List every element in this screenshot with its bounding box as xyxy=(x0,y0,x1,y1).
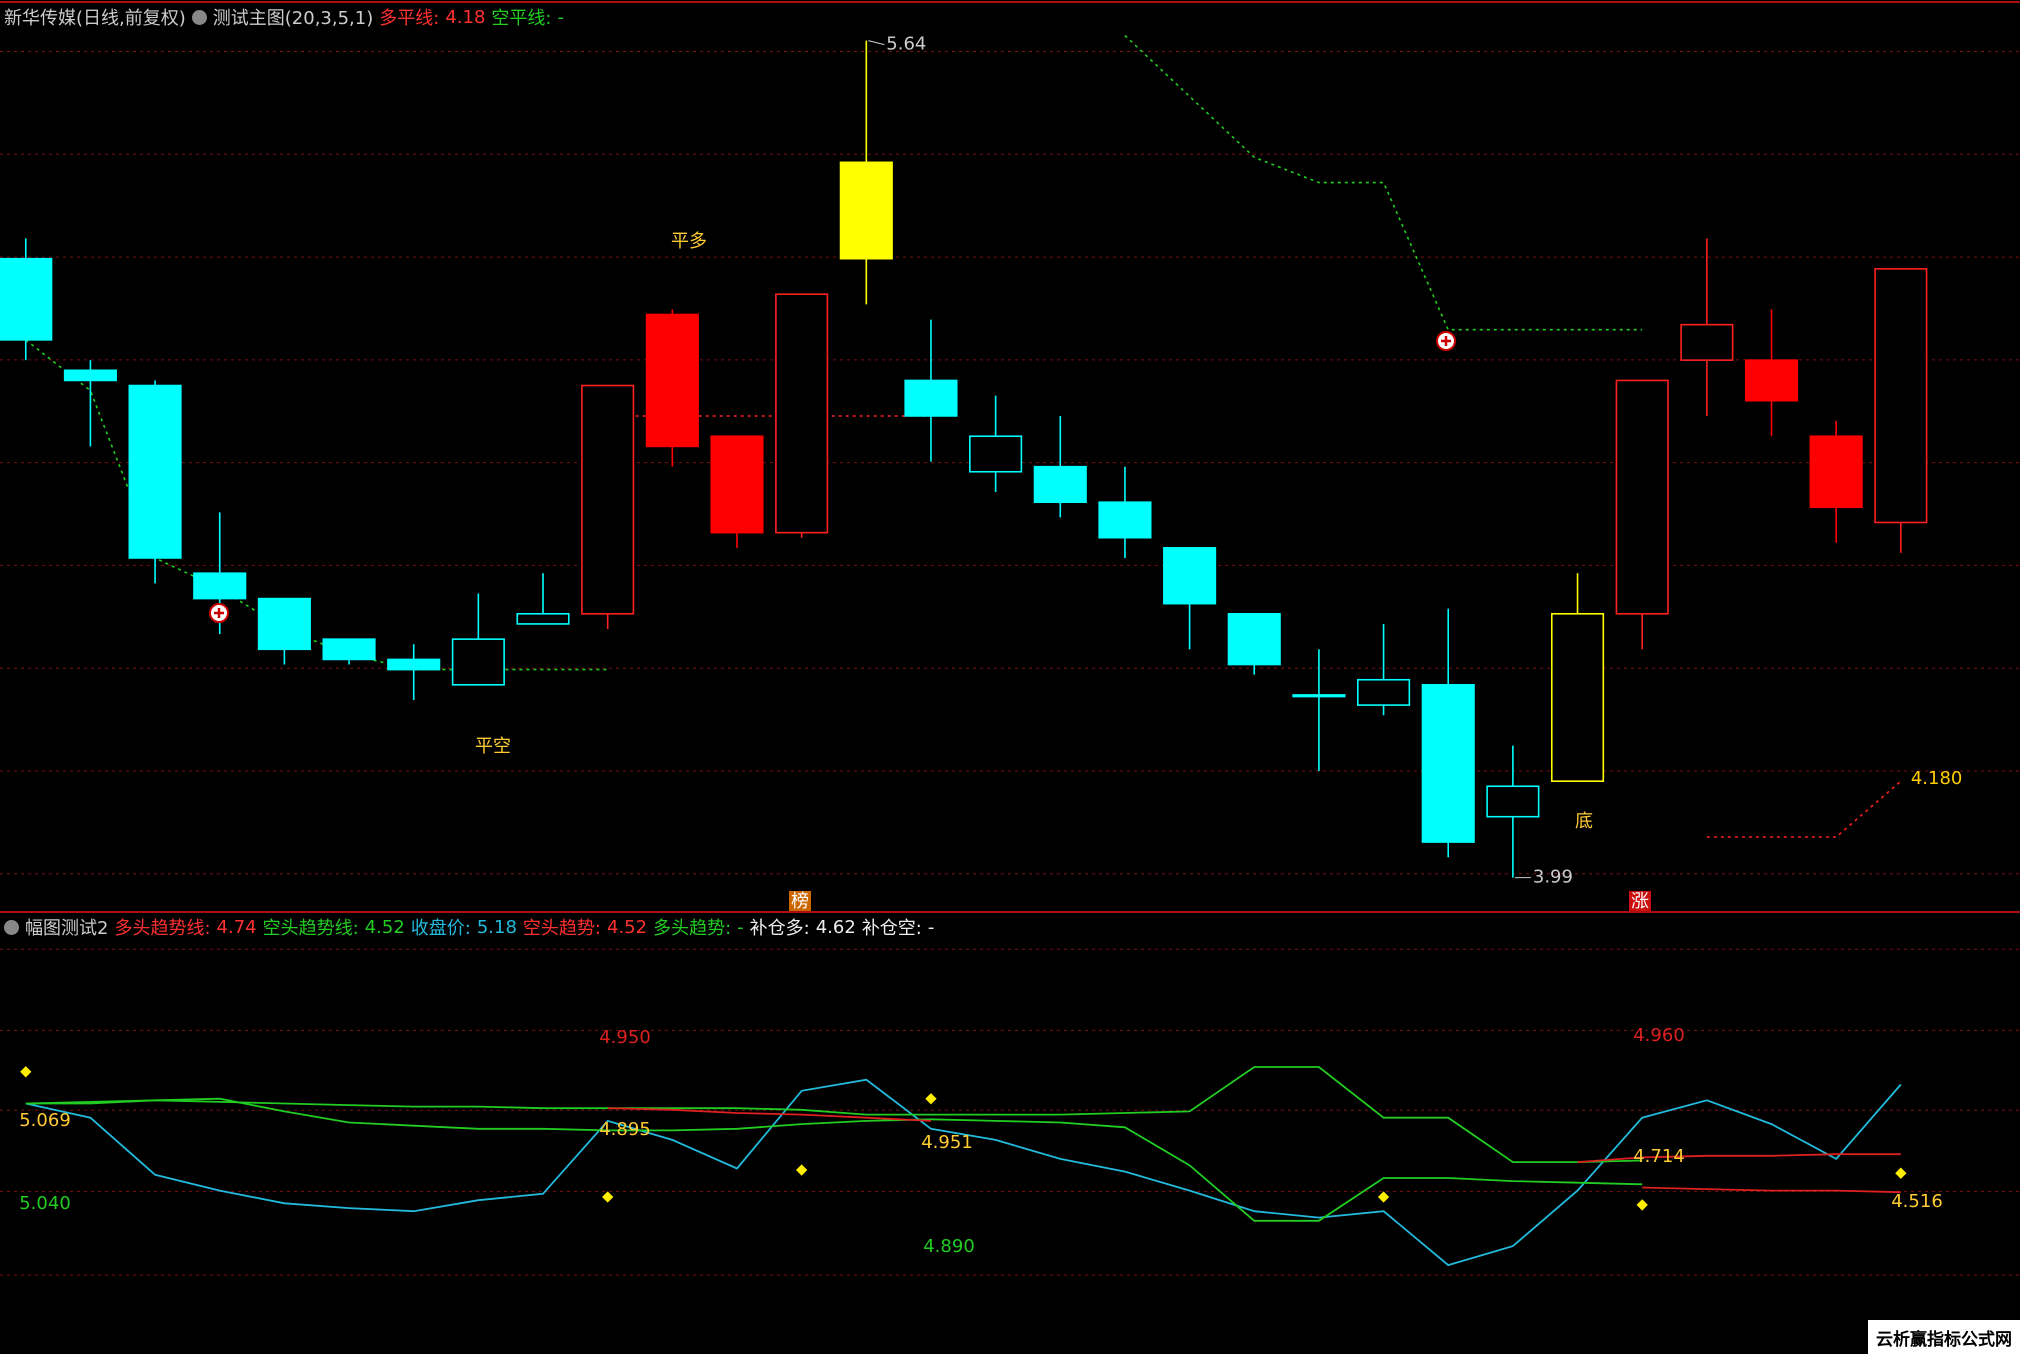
watermark: 云析赢指标公式网 xyxy=(1868,1320,2020,1354)
indicator-line xyxy=(25,1066,1643,1163)
dot xyxy=(1377,1191,1390,1203)
candle-body xyxy=(1874,268,1928,524)
main-header: 新华传媒(日线,前复权) 测试主图(20,3,5,1) 多平线: 4.18 空平… xyxy=(4,4,564,30)
annotation: 4.951 xyxy=(921,1132,973,1153)
legend-label: 空头趋势: xyxy=(522,918,601,939)
legend-label: 多头趋势: xyxy=(653,918,732,939)
signal: 榜 xyxy=(791,891,809,912)
dot xyxy=(1636,1199,1648,1211)
candle-body xyxy=(322,638,376,661)
legend-value: - xyxy=(927,916,935,938)
signal-badge xyxy=(1629,891,1651,911)
candle-body xyxy=(1615,379,1669,615)
candle-body xyxy=(63,369,117,382)
dot xyxy=(20,1066,32,1078)
sub-header: 幅图测试2 多头趋势线: 4.74 空头趋势线: 4.52 收盘价: 5.18 … xyxy=(4,914,934,940)
legend-label: 收盘价: xyxy=(410,918,471,939)
candle-body xyxy=(1098,501,1152,539)
indicator-name: 测试主图(20,3,5,1) xyxy=(212,8,374,29)
candle-body xyxy=(1486,785,1540,818)
legend-value: 4.52 xyxy=(607,916,648,938)
annotation: 4.950 xyxy=(599,1027,651,1048)
legend-value: - xyxy=(557,6,565,28)
candle-body xyxy=(1744,359,1799,402)
legend-value: 4.62 xyxy=(815,916,856,938)
indicator-line xyxy=(25,1078,1902,1267)
signal: 底 xyxy=(1575,811,1593,832)
candle-body xyxy=(387,658,441,671)
label-arrow xyxy=(868,40,885,46)
candle-body xyxy=(1421,684,1475,843)
annotation: 5.040 xyxy=(19,1193,71,1214)
annotation: 5.069 xyxy=(19,1110,71,1131)
dot xyxy=(795,1164,808,1176)
candle-body xyxy=(1033,465,1087,503)
low-label: 3.99 xyxy=(1533,867,1573,888)
candle-body xyxy=(839,161,893,260)
candle-body xyxy=(128,384,182,559)
annotation: 4.714 xyxy=(1633,1146,1685,1167)
candle-body xyxy=(1163,547,1217,605)
candle-body xyxy=(1227,612,1281,666)
candle-body xyxy=(1680,323,1734,361)
menu-icon[interactable] xyxy=(191,9,207,25)
candle-body xyxy=(1809,435,1863,509)
candle-body xyxy=(904,379,958,417)
candle-body xyxy=(193,572,247,600)
indicator-line xyxy=(25,1097,1643,1222)
legend-label: 空平线: xyxy=(491,8,552,29)
candle-body xyxy=(1357,678,1411,706)
annotation: 4.516 xyxy=(1891,1191,1943,1212)
candle-body xyxy=(645,313,699,448)
candle-body xyxy=(1292,694,1346,698)
buy-icon-cross xyxy=(214,608,224,618)
indicator-line xyxy=(1642,1186,1901,1194)
signal: 平空 xyxy=(475,736,511,757)
dot xyxy=(925,1093,937,1105)
buy-icon-cross xyxy=(1441,336,1451,346)
annotation: 4.895 xyxy=(599,1119,651,1140)
stock-title: 新华传媒(日线,前复权) xyxy=(4,8,186,29)
indicator-line xyxy=(607,1107,1901,1163)
legend-value: 4.74 xyxy=(216,916,257,938)
legend-label: 空头趋势线: xyxy=(262,918,359,939)
candle-body xyxy=(969,435,1023,473)
candle-body xyxy=(581,384,635,615)
annotation: 4.890 xyxy=(923,1236,975,1257)
candle-body xyxy=(710,435,764,534)
candle-body xyxy=(257,597,311,651)
candle-body xyxy=(0,257,53,341)
legend-label: 补仓多: xyxy=(749,918,810,939)
legend-value: 4.18 xyxy=(445,6,486,28)
legend-label: 多平线: xyxy=(379,8,440,29)
legend-value: 4.52 xyxy=(364,916,405,938)
signal-badge xyxy=(789,891,811,911)
indicator-name: 幅图测试2 xyxy=(25,918,109,939)
menu-icon[interactable] xyxy=(4,919,19,935)
legend-label: 多头趋势线: xyxy=(114,918,211,939)
candle-body xyxy=(1550,612,1605,782)
candle-body xyxy=(451,638,505,686)
annotation: 4.960 xyxy=(1633,1025,1685,1046)
dot xyxy=(1895,1167,1907,1179)
candle-body xyxy=(775,293,829,534)
value-label: 4.180 xyxy=(1911,768,1963,789)
signal: 涨 xyxy=(1631,891,1649,912)
stop-line xyxy=(607,415,1902,838)
dot xyxy=(602,1191,614,1203)
signal: 平多 xyxy=(671,231,707,252)
candle-body xyxy=(516,612,570,625)
legend-value: 5.18 xyxy=(476,916,517,938)
legend-value: - xyxy=(737,916,744,938)
high-label: 5.64 xyxy=(886,34,926,55)
stop-line xyxy=(25,34,1643,671)
legend-label: 补仓空: xyxy=(861,918,922,939)
